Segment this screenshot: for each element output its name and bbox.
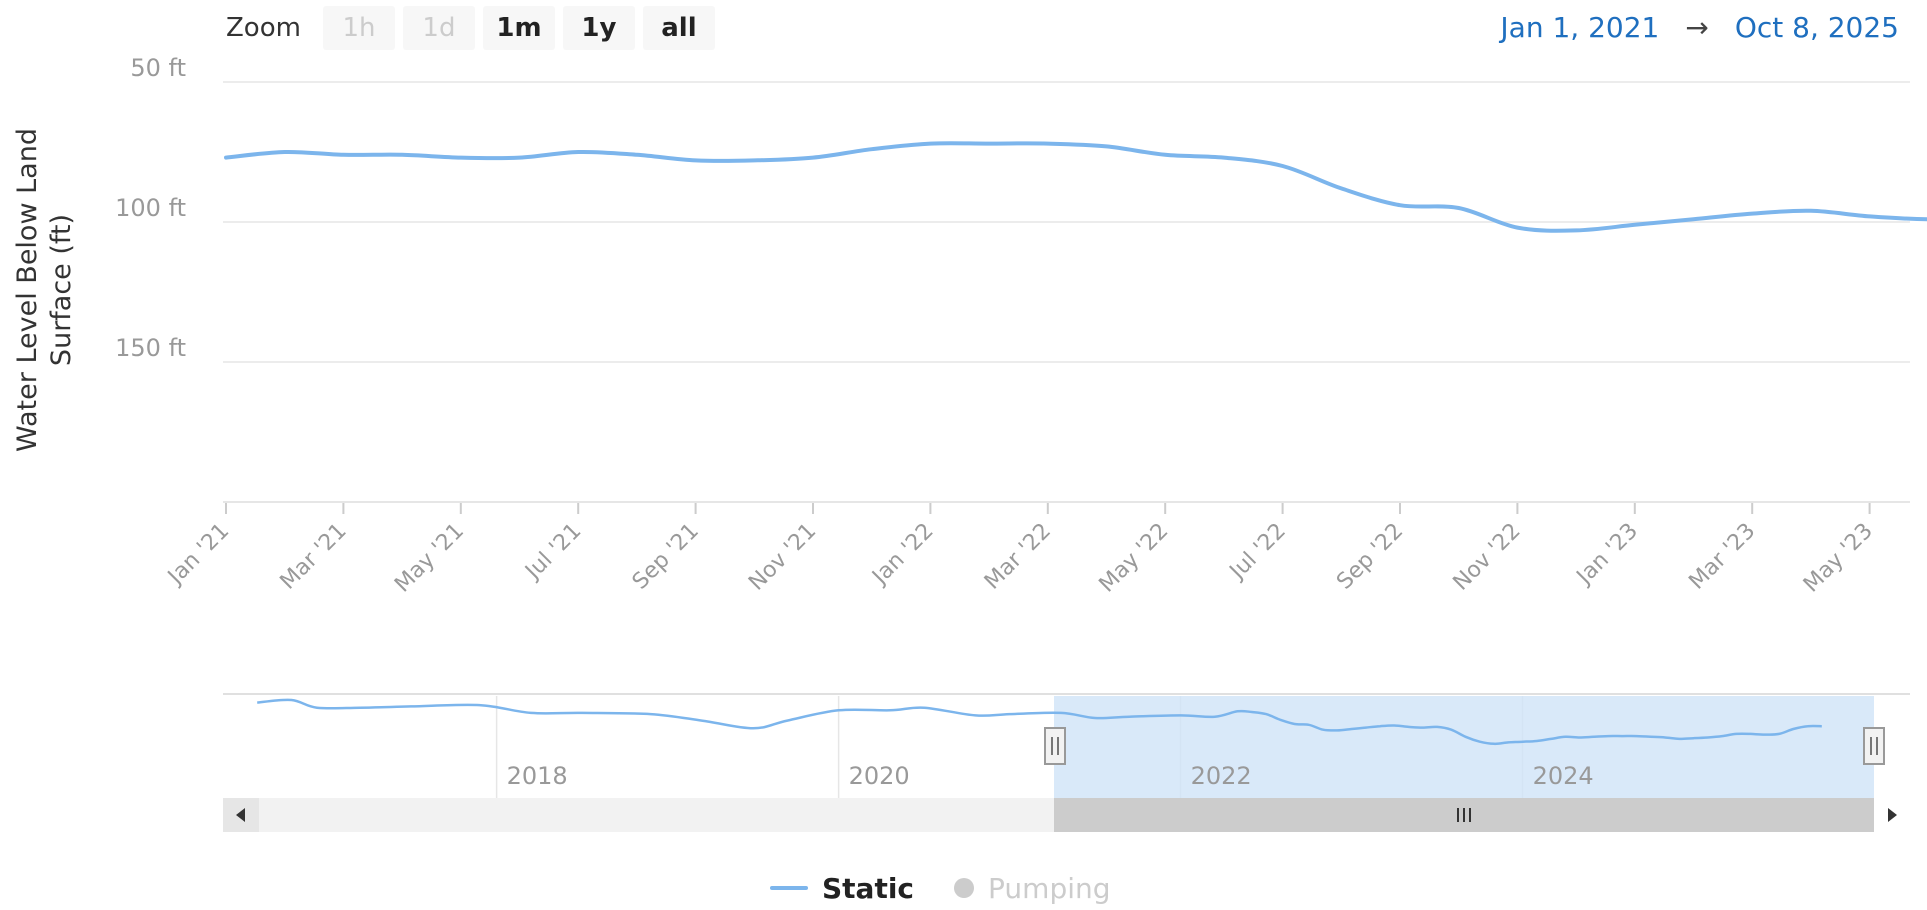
dot-icon [954, 878, 975, 898]
scrollbar[interactable] [223, 798, 1910, 832]
grip-icon [1457, 808, 1471, 822]
zoom-1m-button[interactable]: 1m [482, 6, 555, 50]
x-tick-label: Jan '23 [1571, 519, 1643, 591]
x-tick-label: Jul '22 [1224, 519, 1291, 586]
zoom-all-button[interactable]: all [642, 6, 715, 50]
navigator-year-label: 2020 [849, 762, 910, 790]
y-tick-label: 150 ft [115, 334, 186, 362]
x-tick-label: Nov '22 [1449, 519, 1526, 596]
navigator: 2018 2020 2022 2024 [223, 693, 1910, 798]
navigator-year-labels: 2018 2020 2022 2024 [507, 762, 1594, 790]
zoom-controls: Zoom 1h 1d 1m 1y all [226, 6, 715, 50]
range-arrow: → [1685, 11, 1709, 44]
navigator-series-line [257, 698, 1822, 746]
y-tick-label: 100 ft [115, 194, 186, 222]
y-axis-title: Water Level Below Land Surface (ft) [12, 128, 77, 452]
gridlines [223, 81, 1910, 363]
x-tick-label: Mar '22 [980, 519, 1056, 595]
date-range: Jan 1, 2021 → Oct 8, 2025 [1500, 6, 1899, 50]
range-to-input[interactable]: Oct 8, 2025 [1734, 11, 1899, 44]
line-icon [770, 886, 808, 890]
x-tick-label: Jan '21 [162, 519, 234, 591]
navigator-right-handle[interactable] [1863, 727, 1885, 765]
x-tick-label: Sep '22 [1332, 519, 1408, 595]
x-tick-label: Mar '23 [1684, 519, 1760, 595]
static-series-line[interactable] [224, 141, 1927, 283]
zoom-1d-button[interactable]: 1d [402, 6, 475, 50]
x-tick-label: Nov '21 [744, 519, 821, 596]
y-axis-ticks: 50 ft 100 ft 150 ft [115, 54, 186, 362]
navigator-year-label: 2022 [1191, 762, 1252, 790]
range-from-input[interactable]: Jan 1, 2021 [1500, 11, 1660, 44]
x-tick-label: May '22 [1095, 519, 1174, 598]
legend-item-pumping[interactable]: Pumping [954, 872, 1111, 905]
navigator-selection-mask[interactable] [1054, 696, 1874, 798]
navigator-left-handle[interactable] [1044, 727, 1066, 765]
x-tick-label: Jan '22 [867, 519, 939, 591]
zoom-1y-button[interactable]: 1y [562, 6, 635, 50]
legend-pumping-label: Pumping [988, 871, 1111, 905]
legend-static-label: Static [822, 871, 915, 905]
zoom-1h-button[interactable]: 1h [322, 6, 395, 50]
x-tick-label: Mar '21 [276, 519, 352, 595]
zoom-label: Zoom [226, 13, 301, 43]
legend-item-static[interactable]: Static [770, 872, 914, 905]
navigator-year-label: 2024 [1533, 762, 1594, 790]
navigator-year-label: 2018 [507, 762, 568, 790]
legend: Static Pumping [770, 868, 1111, 908]
chevron-right-icon [1888, 808, 1897, 822]
chevron-left-icon [236, 808, 245, 822]
x-tick-label: Sep '21 [628, 519, 704, 595]
x-tick-label: May '21 [390, 519, 469, 598]
y-tick-label: 50 ft [130, 54, 186, 82]
x-tick-label: Jul '21 [520, 519, 587, 586]
x-axis-ticks: Jan '21 Mar '21 May '21 Jul '21 Sep '21 Nov '… [162, 502, 1878, 598]
x-tick-label: May '23 [1799, 519, 1878, 598]
